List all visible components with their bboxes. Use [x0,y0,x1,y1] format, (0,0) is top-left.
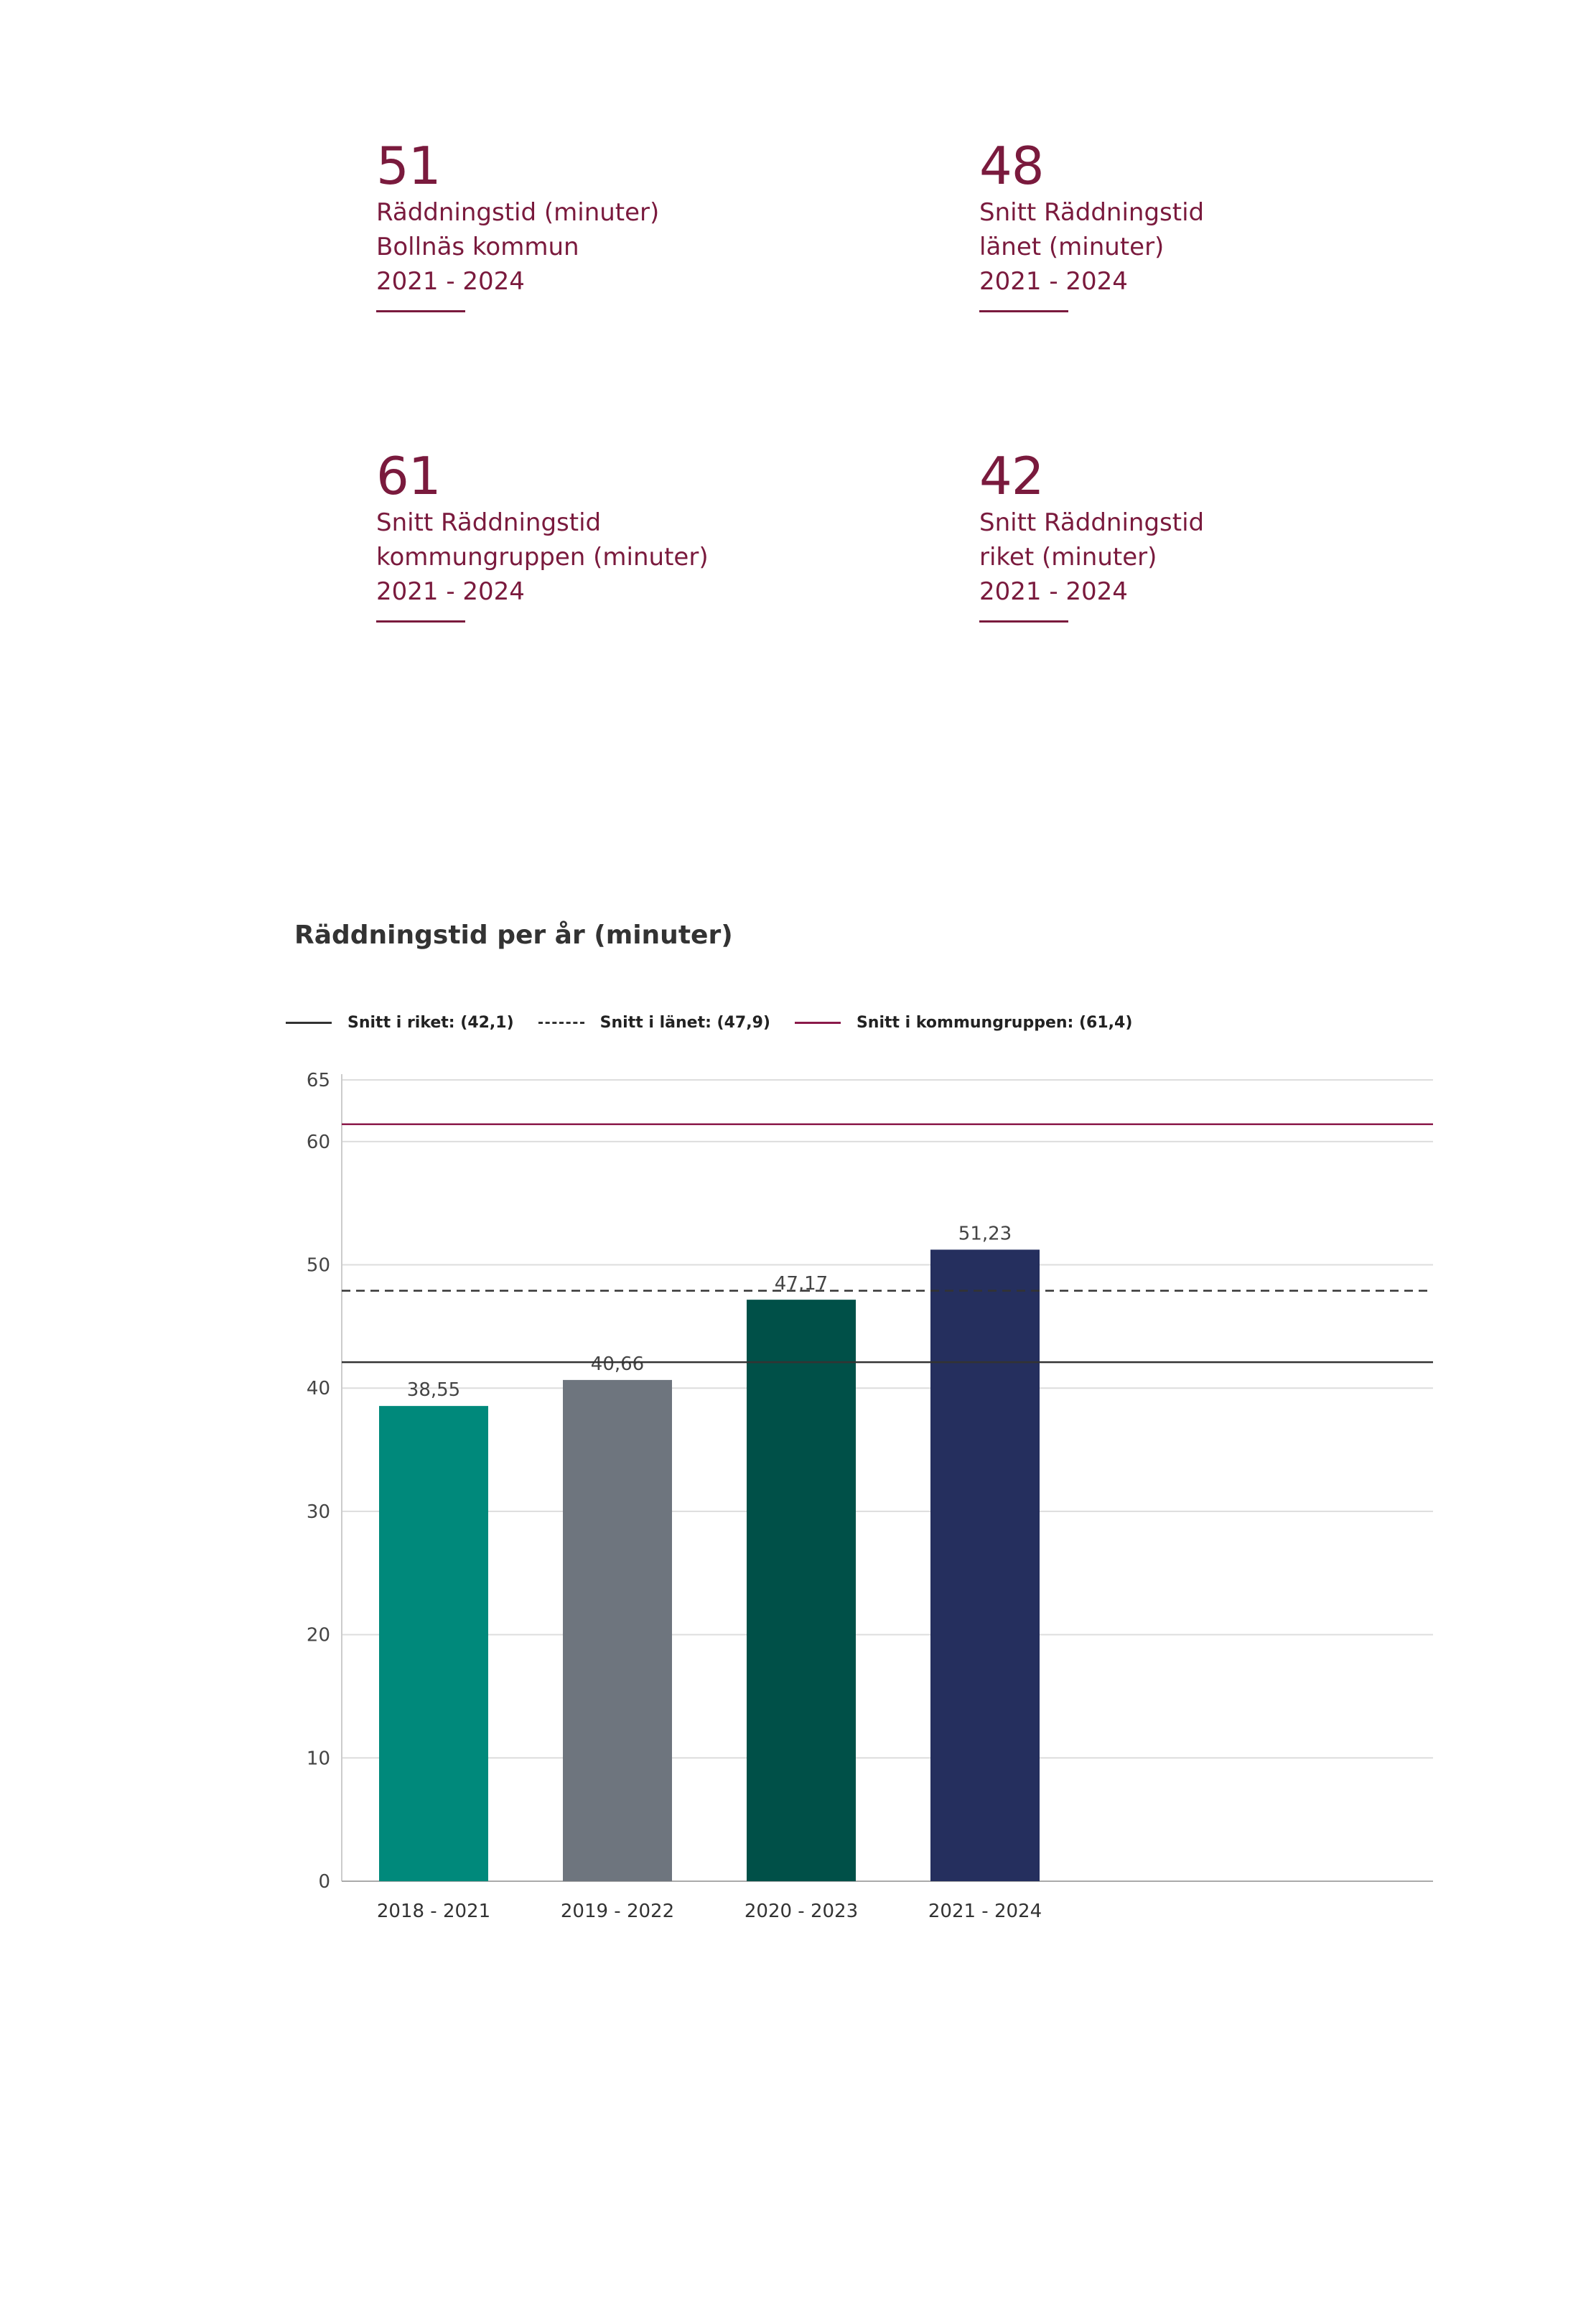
x-tick-label: 2021 - 2024 [928,1901,1042,1922]
legend-swatch-riket [286,1021,332,1024]
y-tick-label: 50 [307,1255,330,1277]
bar-value-label: 51,23 [958,1223,1012,1244]
y-tick-label: 0 [318,1871,330,1893]
legend-item-riket: Snitt i riket: (42,1) [286,1014,514,1032]
legend-label-lanet: Snitt i länet: (47,9) [599,1013,770,1032]
x-tick-label: 2020 - 2023 [745,1901,858,1922]
y-tick-label: 60 [307,1132,330,1153]
kpi-kommungruppen: 61 Snitt Räddningstid kommungruppen (min… [376,447,879,623]
kpi-value: 61 [376,446,442,506]
y-tick-label: 40 [307,1378,330,1399]
kpi-value: 42 [979,446,1045,506]
legend-item-lanet: Snitt i länet: (47,9) [538,1014,770,1032]
y-tick-label: 65 [307,1070,330,1091]
kpi-label-line: riket (minuter) [979,543,1157,572]
legend-swatch-kommungruppen [794,1021,841,1024]
kpi-underline [376,620,465,623]
x-tick-label: 2018 - 2021 [377,1901,490,1922]
kpi-label-line: kommungruppen (minuter) [376,543,709,572]
kpi-label-line: 2021 - 2024 [979,577,1128,606]
kpi-label-line: Räddningstid (minuter) [376,198,660,227]
chart-title: Räddningstid per år (minuter) [294,921,733,950]
chart-legend: Snitt i riket: (42,1) Snitt i länet: (47… [286,1008,1157,1037]
kpi-label-line: 2021 - 2024 [376,267,525,296]
kpi-label-line: 2021 - 2024 [979,267,1128,296]
kpi-label-line: Snitt Räddningstid [979,198,1205,227]
bar-value-label: 40,66 [591,1353,644,1375]
kpi-value: 51 [376,136,442,196]
bar [747,1300,856,1881]
kpi-lanet: 48 Snitt Räddningstid länet (minuter) 20… [979,136,1482,312]
bar [379,1406,488,1881]
bar [563,1379,672,1881]
kpi-value: 48 [979,136,1045,196]
legend-label-kommungruppen: Snitt i kommungruppen: (61,4) [856,1013,1133,1032]
kpi-label-line: Snitt Räddningstid [376,508,602,537]
legend-swatch-lanet [538,1021,584,1024]
y-tick-label: 20 [307,1625,330,1646]
kpi-underline [979,620,1068,623]
bar-value-label: 38,55 [407,1379,460,1401]
legend-label-riket: Snitt i riket: (42,1) [347,1013,514,1032]
kpi-underline [979,310,1068,312]
kpi-underline [376,310,465,312]
kpi-bollnas: 51 Räddningstid (minuter) Bollnäs kommun… [376,136,879,312]
kpi-label-line: Snitt Räddningstid [979,508,1205,537]
kpi-label-line: 2021 - 2024 [376,577,525,606]
kpi-label-line: länet (minuter) [979,233,1165,261]
bar [930,1249,1040,1881]
x-tick-label: 2019 - 2022 [561,1901,674,1922]
kpi-riket: 42 Snitt Räddningstid riket (minuter) 20… [979,447,1482,623]
kpi-label-line: Bollnäs kommun [376,233,579,261]
y-tick-label: 10 [307,1748,330,1769]
legend-item-kommungruppen: Snitt i kommungruppen: (61,4) [794,1013,1133,1032]
y-tick-label: 30 [307,1501,330,1523]
